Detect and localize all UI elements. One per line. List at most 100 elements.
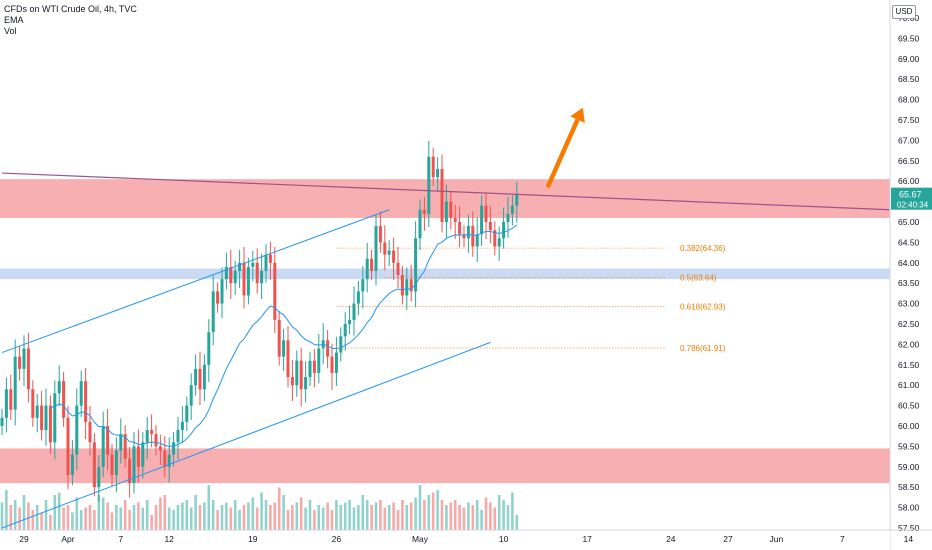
volume-bar: [489, 502, 492, 530]
candle-body: [409, 279, 413, 292]
x-tick-label: 26: [332, 534, 342, 544]
candle-body: [400, 275, 404, 296]
y-tick-label: 62.50: [898, 319, 920, 329]
candle-body: [370, 258, 374, 271]
y-tick-label: 64.00: [898, 258, 920, 268]
chart-legend: CFDs on WTI Crude Oil, 4h, TVC EMA Vol: [4, 4, 137, 37]
candle: [286, 325, 290, 388]
volume-bar: [352, 507, 356, 530]
candle-body: [9, 389, 13, 410]
volume-bar: [299, 497, 303, 530]
candle: [510, 195, 514, 226]
candle: [365, 242, 369, 293]
volume-bar: [484, 497, 488, 530]
x-tick-label: 27: [723, 534, 733, 544]
blue-zone: [0, 268, 890, 280]
candle: [475, 217, 479, 263]
volume-bar: [339, 505, 343, 530]
candle-body: [475, 234, 479, 247]
candle-body: [101, 426, 105, 467]
volume-bar: [291, 505, 294, 530]
candle: [180, 406, 184, 444]
volume-bar: [282, 495, 285, 530]
candle: [84, 368, 88, 440]
candle-body: [79, 381, 83, 406]
volume-bar: [185, 500, 189, 530]
volume-bar: [93, 510, 96, 530]
volume-bars: [0, 485, 519, 530]
volume-bar: [286, 510, 290, 530]
candle-body: [427, 156, 431, 214]
candle-body: [326, 340, 330, 357]
candle-body: [84, 381, 88, 422]
candle-body: [312, 360, 316, 373]
candle-body: [436, 168, 440, 178]
candle: [194, 354, 198, 396]
y-tick-label: 63.50: [898, 278, 920, 288]
y-tick-label: 57.50: [898, 523, 920, 533]
candle-body: [361, 279, 365, 292]
candle: [449, 191, 453, 230]
volume-bar: [88, 505, 92, 530]
candle-body: [207, 332, 211, 365]
current-price-tag: [891, 187, 932, 210]
candle-body: [123, 434, 127, 459]
candle-body: [515, 194, 519, 206]
candle-body: [31, 389, 35, 418]
candle-body: [216, 291, 220, 304]
candle-body: [176, 430, 180, 443]
candle-body: [92, 442, 96, 488]
volume-bar: [453, 500, 457, 530]
channel-lower-line: [1, 341, 491, 529]
y-tick-label: 67.50: [898, 115, 920, 125]
symbol-title[interactable]: CFDs on WTI Crude Oil, 4h, TVC: [4, 4, 137, 14]
candle: [444, 184, 448, 238]
volume-bar: [189, 507, 193, 530]
candle-body: [255, 262, 259, 284]
volume-bar: [423, 500, 426, 530]
currency-button[interactable]: USD: [892, 5, 916, 19]
volume-bar: [229, 507, 233, 530]
volume-bar: [172, 510, 175, 530]
candle-body: [189, 385, 193, 406]
volume-bar: [414, 497, 417, 530]
candle: [18, 346, 22, 381]
y-tick-label: 60.50: [898, 401, 920, 411]
candle-body: [466, 226, 470, 239]
candle-body: [132, 446, 136, 484]
volume-bar: [35, 505, 39, 530]
volume-bar: [357, 505, 360, 530]
candle-body: [339, 336, 343, 353]
volume-bar: [396, 510, 400, 530]
candle: [22, 335, 26, 387]
candle-body: [431, 156, 435, 178]
candle: [251, 251, 255, 282]
candle: [141, 431, 145, 479]
candle: [26, 332, 30, 403]
candle-body: [502, 222, 506, 239]
candle: [312, 349, 316, 388]
fib-label: 0.382(64.36): [680, 244, 726, 253]
candle: [48, 395, 52, 455]
y-tick-label: 67.00: [898, 135, 920, 145]
candle: [348, 305, 352, 335]
candle-body: [119, 434, 123, 451]
volume-indicator-label[interactable]: Vol: [4, 26, 17, 36]
candle: [268, 241, 272, 280]
volume-bar: [167, 507, 171, 530]
volume-bar: [269, 505, 272, 530]
candle-body: [396, 262, 400, 276]
candle-body: [268, 254, 272, 263]
volume-bar: [40, 512, 43, 530]
candle-body: [352, 303, 356, 320]
volume-bar: [5, 490, 8, 530]
candle: [189, 373, 193, 421]
volume-bar: [436, 490, 439, 530]
candle-body: [251, 262, 255, 267]
volume-bar: [115, 505, 118, 530]
candle: [198, 351, 202, 406]
ema-indicator-label[interactable]: EMA: [4, 15, 24, 25]
candle-body: [506, 213, 510, 222]
candle: [238, 249, 242, 289]
